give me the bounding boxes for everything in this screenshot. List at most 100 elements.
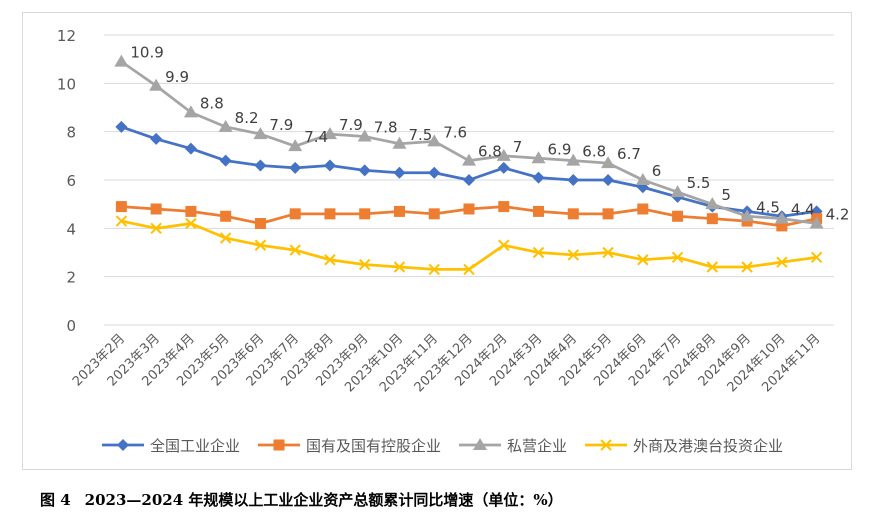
data-point xyxy=(428,263,440,276)
data-point xyxy=(463,203,475,215)
data-point xyxy=(150,203,162,215)
data-point xyxy=(776,256,788,268)
data-label: 7.4 xyxy=(304,128,328,146)
legend-item: 外商及港澳台投资企业 xyxy=(585,437,783,455)
y-tick-label: 10 xyxy=(57,75,76,93)
data-point xyxy=(706,261,719,273)
data-point xyxy=(273,439,285,451)
data-point xyxy=(462,153,476,166)
data-label: 4.4 xyxy=(791,201,815,219)
data-point xyxy=(532,246,545,259)
series-3 xyxy=(114,54,824,229)
data-label: 6.7 xyxy=(617,145,641,163)
data-point xyxy=(219,232,232,244)
data-point xyxy=(567,249,579,261)
data-point xyxy=(602,246,614,259)
data-point xyxy=(323,159,336,172)
data-point xyxy=(322,127,337,140)
data-point xyxy=(532,171,545,184)
data-point xyxy=(324,254,336,266)
data-point xyxy=(254,159,267,172)
data-point xyxy=(220,210,232,222)
data-point xyxy=(741,261,753,273)
series-4 xyxy=(115,215,823,276)
data-point xyxy=(740,209,755,222)
data-label: 5.5 xyxy=(687,174,711,192)
data-point xyxy=(149,78,164,91)
y-tick-label: 0 xyxy=(66,317,76,335)
data-point xyxy=(392,136,407,149)
legend-label: 外商及港澳台投资企业 xyxy=(633,437,783,455)
data-label: 7.9 xyxy=(339,116,363,134)
legend-label: 全国工业企业 xyxy=(150,437,240,455)
data-point xyxy=(359,258,371,271)
data-point xyxy=(602,208,614,220)
data-point xyxy=(602,174,615,186)
legend-item: 私营企业 xyxy=(459,437,567,455)
figure-title: 2023—2024 年规模以上工业企业资产总额累计同比增速（单位：%） xyxy=(84,491,563,509)
x-axis-ticks: 2023年2月2023年3月2023年4月2023年5月2023年6月2023年… xyxy=(70,331,823,395)
data-point xyxy=(117,439,129,451)
data-label: 6 xyxy=(652,162,662,180)
data-point xyxy=(428,166,441,179)
data-point xyxy=(254,218,266,229)
data-label: 7.6 xyxy=(443,123,467,141)
data-label: 6.8 xyxy=(582,143,606,161)
data-point xyxy=(253,127,268,140)
data-point xyxy=(393,205,405,217)
data-label: 9.9 xyxy=(165,68,189,86)
data-point xyxy=(566,153,581,166)
data-point xyxy=(600,439,612,451)
data-point xyxy=(219,154,232,167)
data-point xyxy=(671,251,684,264)
data-point xyxy=(497,161,510,174)
data-point xyxy=(114,54,129,67)
y-axis-ticks: 0 2 4 6 8 10 12 xyxy=(57,27,76,335)
data-point xyxy=(810,251,823,264)
data-point xyxy=(809,216,824,229)
data-label: 7 xyxy=(513,138,523,156)
data-labels: 10.99.9 8.8 8.2 7.9 7.4 7.9 7.8 7.5 7.6 6.8 7 6.9 6.… xyxy=(130,44,849,224)
data-point xyxy=(254,239,267,251)
data-point xyxy=(393,261,406,273)
data-point xyxy=(498,201,510,213)
data-point xyxy=(185,205,197,217)
data-point xyxy=(533,205,545,217)
data-point xyxy=(218,119,233,132)
data-point xyxy=(393,166,406,179)
chart-frame: 0 2 4 6 8 10 12 2023年2月 2023年3月 2023年4月 2023年5月 20… xyxy=(22,12,852,470)
data-label: 8.8 xyxy=(200,94,224,112)
data-point xyxy=(184,142,197,155)
data-point xyxy=(635,173,650,185)
data-point xyxy=(185,217,197,230)
data-point xyxy=(601,156,616,169)
legend: 全国工业企业 国有及国有控股企业 私营企业 外商及港澳台投资企业 xyxy=(102,437,783,455)
legend-item: 国有及国有控股企业 xyxy=(258,437,441,455)
data-point xyxy=(774,211,789,224)
y-tick-label: 8 xyxy=(66,124,76,142)
data-point xyxy=(289,244,301,256)
data-label: 7.9 xyxy=(269,116,293,134)
data-point xyxy=(463,174,475,186)
figure-number: 图 4 xyxy=(40,491,71,509)
data-point xyxy=(473,438,488,450)
data-point xyxy=(324,208,336,220)
data-point xyxy=(637,254,649,266)
data-label: 10.9 xyxy=(130,44,163,62)
data-label: 4.2 xyxy=(826,206,850,224)
data-point xyxy=(288,139,303,152)
data-point xyxy=(150,222,162,235)
data-label: 8.2 xyxy=(235,109,259,127)
data-point xyxy=(183,105,198,118)
data-point xyxy=(463,263,475,276)
data-point xyxy=(150,132,163,145)
data-point xyxy=(359,208,371,220)
data-point xyxy=(776,220,788,232)
data-point xyxy=(427,134,442,147)
data-point xyxy=(115,201,127,213)
data-point xyxy=(672,210,684,222)
line-chart: 0 2 4 6 8 10 12 2023年2月2023年3月2023年4月2023年5月20… xyxy=(57,27,850,455)
data-point xyxy=(567,208,579,220)
data-point xyxy=(115,215,128,227)
y-tick-label: 12 xyxy=(57,27,76,45)
